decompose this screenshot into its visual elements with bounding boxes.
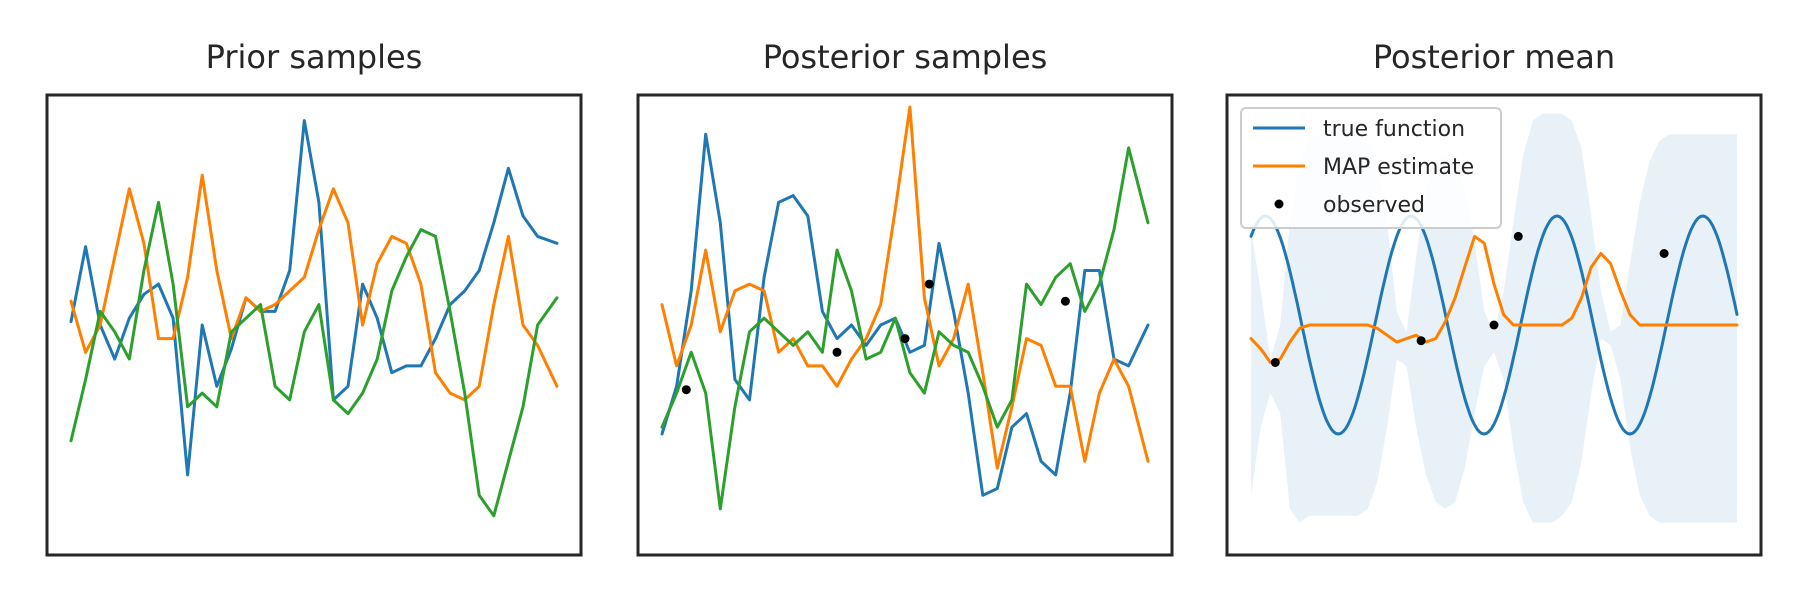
plot-frame xyxy=(636,93,1174,557)
observation-points xyxy=(1270,231,1669,367)
sample-line-2 xyxy=(660,105,1150,470)
prior-samples-panel: Prior samples xyxy=(45,38,583,557)
legend-marker-observed xyxy=(1274,199,1284,209)
series-group xyxy=(69,119,559,518)
panel-title: Posterior mean xyxy=(1373,38,1615,76)
map-estimate-line xyxy=(1249,234,1739,364)
plot-frame xyxy=(45,93,583,557)
observation-point xyxy=(1416,336,1426,346)
observation-point xyxy=(900,334,910,344)
series-group xyxy=(1249,214,1739,436)
sample-line-3 xyxy=(69,200,559,518)
panel-title: Prior samples xyxy=(206,38,423,76)
legend-label-map-estimate: MAP estimate xyxy=(1323,155,1474,180)
series-group xyxy=(660,105,1150,511)
observation-point xyxy=(681,385,691,395)
legend-label-true-function: true function xyxy=(1323,117,1465,142)
sample-line-2 xyxy=(69,173,559,402)
observation-point xyxy=(832,347,842,357)
posterior-samples-panel: Posterior samples xyxy=(636,38,1174,557)
sample-line-3 xyxy=(660,146,1150,511)
legend-label-observed: observed xyxy=(1323,193,1425,218)
true-function-line xyxy=(1249,214,1739,436)
observation-point xyxy=(1659,249,1669,258)
legend-box xyxy=(1240,107,1502,229)
observation-point xyxy=(1060,296,1070,306)
posterior-mean-panel: Posterior mean true function MAP estimat… xyxy=(1225,38,1763,557)
plot-frame xyxy=(1225,93,1763,557)
observation-point xyxy=(924,279,934,289)
observation-point xyxy=(1489,320,1499,330)
observation-point xyxy=(1513,231,1523,241)
observation-point xyxy=(1270,358,1280,367)
legend: true function MAP estimate observed xyxy=(1240,107,1502,229)
sample-line-1 xyxy=(660,132,1150,497)
observation-points xyxy=(681,279,1070,395)
panel-title: Posterior samples xyxy=(763,38,1048,76)
sample-line-1 xyxy=(69,119,559,477)
